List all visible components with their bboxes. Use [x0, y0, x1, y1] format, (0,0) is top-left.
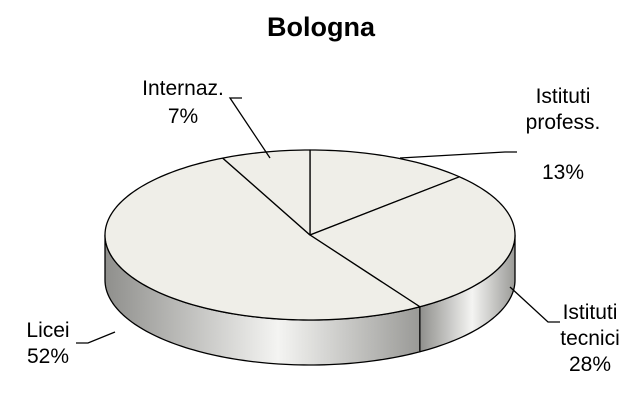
chart-title: Bologna [267, 12, 375, 42]
value-label: 52% [26, 345, 70, 368]
pie-slice [309, 176, 516, 308]
leader-line [509, 286, 560, 323]
leader-line [76, 331, 116, 344]
leader-line [399, 151, 517, 159]
category-label: Internaz. [142, 77, 224, 100]
value-label: 13% [541, 161, 585, 184]
category-label: Istituti profess. [525, 85, 601, 134]
value-label: 28% [568, 353, 612, 376]
leader-line [228, 97, 271, 159]
pie-slice [309, 149, 461, 236]
pie-slice [104, 157, 421, 321]
value-label: 7% [167, 105, 199, 128]
category-label: Istituti tecnici [560, 301, 620, 350]
category-label: Licei [26, 319, 70, 342]
